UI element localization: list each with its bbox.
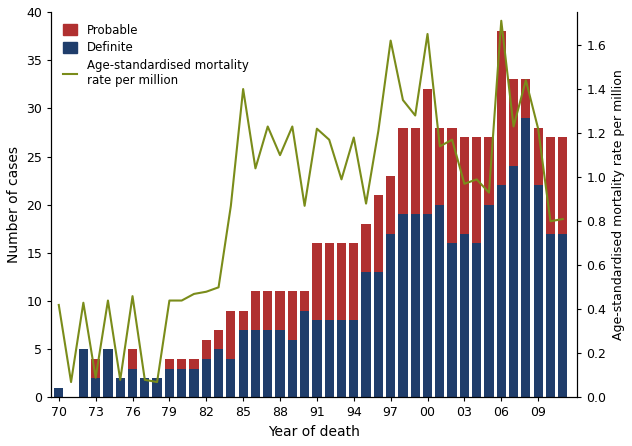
Bar [497, 186, 506, 397]
Bar [472, 137, 482, 243]
Bar [104, 349, 112, 397]
Bar [411, 215, 420, 397]
Bar [238, 330, 248, 397]
Bar [128, 368, 137, 397]
Bar [276, 291, 284, 330]
Bar [558, 137, 568, 234]
Bar [386, 176, 395, 234]
Bar [337, 243, 346, 320]
Bar [374, 272, 383, 397]
Bar [546, 234, 555, 397]
Bar [91, 359, 100, 378]
Bar [312, 320, 322, 397]
Bar [300, 311, 309, 397]
Bar [116, 378, 125, 397]
X-axis label: Year of death: Year of death [269, 425, 360, 439]
Bar [362, 224, 371, 272]
Bar [349, 243, 358, 320]
Bar [447, 128, 457, 243]
Bar [288, 291, 297, 340]
Bar [533, 128, 543, 186]
Bar [533, 186, 543, 397]
Bar [398, 215, 408, 397]
Bar [251, 330, 260, 397]
Bar [386, 234, 395, 397]
Bar [423, 89, 432, 215]
Bar [226, 359, 236, 397]
Bar [226, 311, 236, 359]
Legend: Probable, Definite, Age-standardised mortality
rate per million: Probable, Definite, Age-standardised mor… [58, 18, 255, 93]
Bar [497, 31, 506, 186]
Bar [460, 137, 469, 234]
Bar [288, 340, 297, 397]
Bar [165, 368, 174, 397]
Bar [362, 272, 371, 397]
Bar [411, 128, 420, 215]
Bar [337, 320, 346, 397]
Y-axis label: Number of cases: Number of cases [7, 146, 21, 263]
Bar [79, 349, 88, 397]
Bar [152, 378, 162, 397]
Bar [177, 359, 186, 368]
Bar [276, 330, 284, 397]
Bar [300, 291, 309, 311]
Bar [435, 205, 444, 397]
Bar [435, 128, 444, 205]
Bar [202, 359, 211, 397]
Bar [190, 359, 198, 368]
Y-axis label: Age-standardised mortality rate per million: Age-standardised mortality rate per mill… [612, 69, 625, 340]
Bar [214, 349, 223, 397]
Bar [460, 234, 469, 397]
Bar [423, 215, 432, 397]
Bar [472, 243, 482, 397]
Bar [214, 330, 223, 349]
Bar [521, 118, 530, 397]
Bar [312, 243, 322, 320]
Bar [374, 195, 383, 272]
Bar [128, 349, 137, 368]
Bar [140, 378, 149, 397]
Bar [263, 291, 272, 330]
Bar [165, 359, 174, 368]
Bar [398, 128, 408, 215]
Bar [558, 234, 568, 397]
Bar [447, 243, 457, 397]
Bar [177, 368, 186, 397]
Bar [325, 243, 334, 320]
Bar [202, 340, 211, 359]
Bar [484, 205, 494, 397]
Bar [91, 378, 100, 397]
Bar [263, 330, 272, 397]
Bar [251, 291, 260, 330]
Bar [509, 166, 518, 397]
Bar [349, 320, 358, 397]
Bar [546, 137, 555, 234]
Bar [238, 311, 248, 330]
Bar [521, 79, 530, 118]
Bar [54, 388, 63, 397]
Bar [190, 368, 198, 397]
Bar [509, 79, 518, 166]
Bar [484, 137, 494, 205]
Bar [325, 320, 334, 397]
